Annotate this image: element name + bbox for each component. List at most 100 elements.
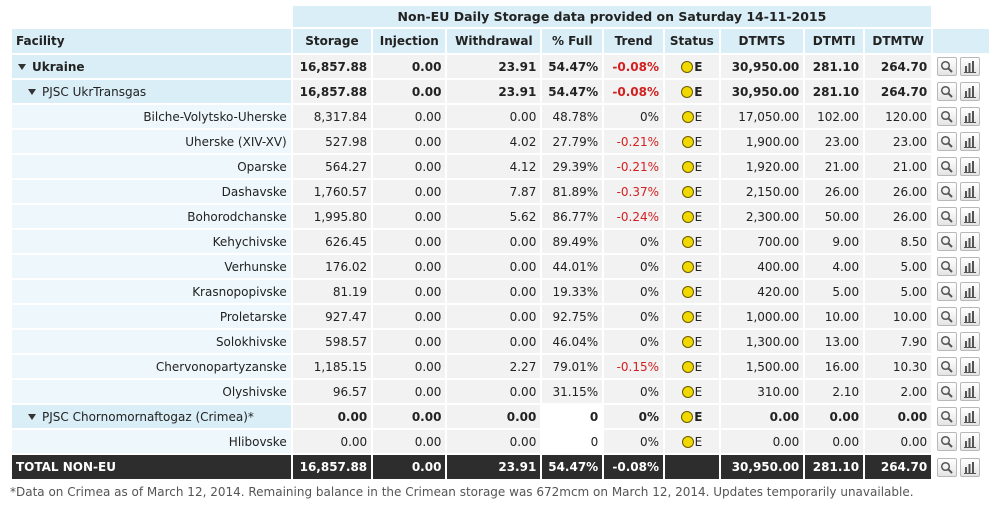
full-cell: 31.15% xyxy=(542,380,603,403)
status-text: E xyxy=(694,209,703,224)
dtmti-cell: 281.10 xyxy=(805,55,864,78)
magnifier-icon[interactable] xyxy=(937,57,958,76)
storage-cell: 176.02 xyxy=(292,255,372,278)
storage-value: 527.98 xyxy=(325,134,368,149)
dtmtw-value: 264.70 xyxy=(880,460,928,474)
row-actions xyxy=(933,455,989,479)
col-withdrawal[interactable]: Withdrawal xyxy=(447,29,541,53)
dtmtw-value: 264.70 xyxy=(880,59,928,74)
col-facility[interactable]: Facility xyxy=(12,29,291,53)
facility-cell[interactable]: PJSC UkrTransgas xyxy=(12,80,291,103)
magnifier-icon[interactable] xyxy=(937,457,958,477)
col-trend[interactable]: Trend xyxy=(604,29,664,53)
bar-chart-icon[interactable] xyxy=(960,82,981,101)
magnifier-icon[interactable] xyxy=(937,232,958,251)
bar-chart-icon[interactable] xyxy=(960,282,981,301)
table-row: Ukraine 16,857.88 0.00 23.91 54.47% -0.08% E 30… xyxy=(12,55,989,78)
storage-value: 0.00 xyxy=(337,409,368,424)
bar-chart-icon[interactable] xyxy=(960,157,981,176)
col-dtmti[interactable]: DTMTI xyxy=(805,29,864,53)
trend-value: -0.21% xyxy=(616,159,660,174)
col-dtmts[interactable]: DTMTS xyxy=(720,29,804,53)
facility-cell: TOTAL NON-EU xyxy=(12,455,291,479)
magnifier-icon[interactable] xyxy=(937,207,958,226)
full-value: 27.79% xyxy=(552,134,599,149)
full-value: 0 xyxy=(590,434,599,449)
collapse-toggle-icon[interactable] xyxy=(18,64,26,70)
magnifier-icon[interactable] xyxy=(937,157,958,176)
magnifier-icon[interactable] xyxy=(937,307,958,326)
bar-chart-icon[interactable] xyxy=(960,132,981,151)
trend-cell: 0% xyxy=(604,105,664,128)
dtmti-cell: 0.00 xyxy=(805,430,864,453)
facility-name: Solokhivske xyxy=(215,334,287,349)
collapse-toggle-icon[interactable] xyxy=(28,89,36,95)
dtmti-cell: 13.00 xyxy=(805,330,864,353)
magnifier-icon[interactable] xyxy=(937,82,958,101)
bar-chart-icon[interactable] xyxy=(960,232,981,251)
full-value: 54.47% xyxy=(548,84,599,99)
full-value: 54.47% xyxy=(548,460,599,474)
injection-cell: 0.00 xyxy=(373,55,446,78)
injection-value: 0.00 xyxy=(414,434,442,449)
bar-chart-icon[interactable] xyxy=(960,182,981,201)
collapse-toggle-icon[interactable] xyxy=(28,414,36,420)
table-row: Hlibovske 0.00 0.00 0.00 0 0% E 0.00 0.00 0.00 xyxy=(12,430,989,453)
facility-cell[interactable]: Ukraine xyxy=(12,55,291,78)
dtmts-value: 0.00 xyxy=(772,434,800,449)
storage-cell: 1,185.15 xyxy=(292,355,372,378)
full-value: 29.39% xyxy=(552,159,599,174)
status-cell: E xyxy=(665,80,719,103)
col-storage[interactable]: Storage xyxy=(292,29,372,53)
magnifier-icon[interactable] xyxy=(937,282,958,301)
bar-chart-icon[interactable] xyxy=(960,207,981,226)
dtmti-value: 0.00 xyxy=(832,434,860,449)
magnifier-icon[interactable] xyxy=(937,357,958,376)
dtmti-cell: 102.00 xyxy=(805,105,864,128)
status-dot-icon xyxy=(681,386,694,398)
dtmts-cell: 1,920.00 xyxy=(720,155,804,178)
full-cell: 54.47% xyxy=(542,80,603,103)
dtmtw-cell: 0.00 xyxy=(865,405,932,428)
trend-cell: -0.15% xyxy=(604,355,664,378)
full-cell: 27.79% xyxy=(542,130,603,153)
bar-chart-icon[interactable] xyxy=(960,457,981,477)
storage-cell: 96.57 xyxy=(292,380,372,403)
row-actions xyxy=(933,430,989,453)
magnifier-icon[interactable] xyxy=(937,382,958,401)
col-status[interactable]: Status xyxy=(665,29,719,53)
bar-chart-icon[interactable] xyxy=(960,257,981,276)
dtmts-value: 1,500.00 xyxy=(745,359,800,374)
bar-chart-icon[interactable] xyxy=(960,357,981,376)
injection-cell: 0.00 xyxy=(373,230,446,253)
dtmti-value: 50.00 xyxy=(824,209,860,224)
bar-chart-icon[interactable] xyxy=(960,332,981,351)
col-full[interactable]: % Full xyxy=(542,29,603,53)
withdrawal-value: 0.00 xyxy=(509,334,537,349)
magnifier-icon[interactable] xyxy=(937,182,958,201)
col-injection[interactable]: Injection xyxy=(373,29,446,53)
magnifier-icon[interactable] xyxy=(937,257,958,276)
magnifier-icon[interactable] xyxy=(937,407,958,426)
bar-chart-icon[interactable] xyxy=(960,382,981,401)
dtmtw-value: 8.50 xyxy=(900,234,928,249)
bar-chart-icon[interactable] xyxy=(960,107,981,126)
bar-chart-icon[interactable] xyxy=(960,307,981,326)
full-cell: 19.33% xyxy=(542,280,603,303)
bar-chart-icon[interactable] xyxy=(960,432,981,451)
withdrawal-value: 0.00 xyxy=(509,384,537,399)
withdrawal-value: 4.12 xyxy=(509,159,537,174)
injection-cell: 0.00 xyxy=(373,155,446,178)
facility-cell[interactable]: PJSC Chornomornaftogaz (Crimea)* xyxy=(12,405,291,428)
dtmtw-value: 26.00 xyxy=(892,184,928,199)
dtmti-cell: 26.00 xyxy=(805,180,864,203)
full-value: 92.75% xyxy=(552,309,599,324)
bar-chart-icon[interactable] xyxy=(960,57,981,76)
col-dtmtw[interactable]: DTMTW xyxy=(865,29,932,53)
bar-chart-icon[interactable] xyxy=(960,407,981,426)
magnifier-icon[interactable] xyxy=(937,432,958,451)
status-cell: E xyxy=(665,180,719,203)
magnifier-icon[interactable] xyxy=(937,132,958,151)
magnifier-icon[interactable] xyxy=(937,332,958,351)
magnifier-icon[interactable] xyxy=(937,107,958,126)
